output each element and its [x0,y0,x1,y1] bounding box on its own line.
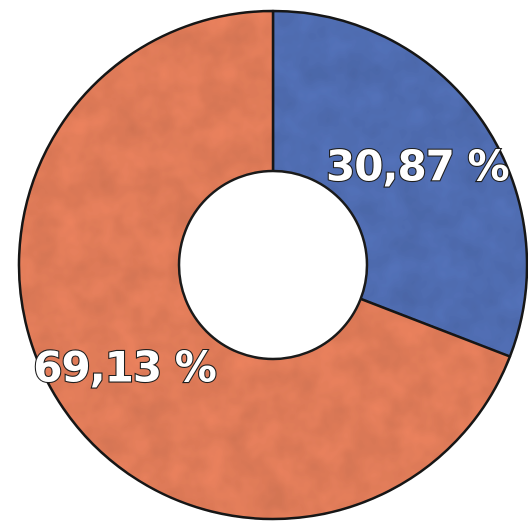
data-labels: 30,87 % 69,13 % [32,140,511,392]
data-label-0: 30,87 % [326,142,509,191]
data-label-1: 69,13 % [33,342,216,391]
donut-hole [177,169,369,361]
